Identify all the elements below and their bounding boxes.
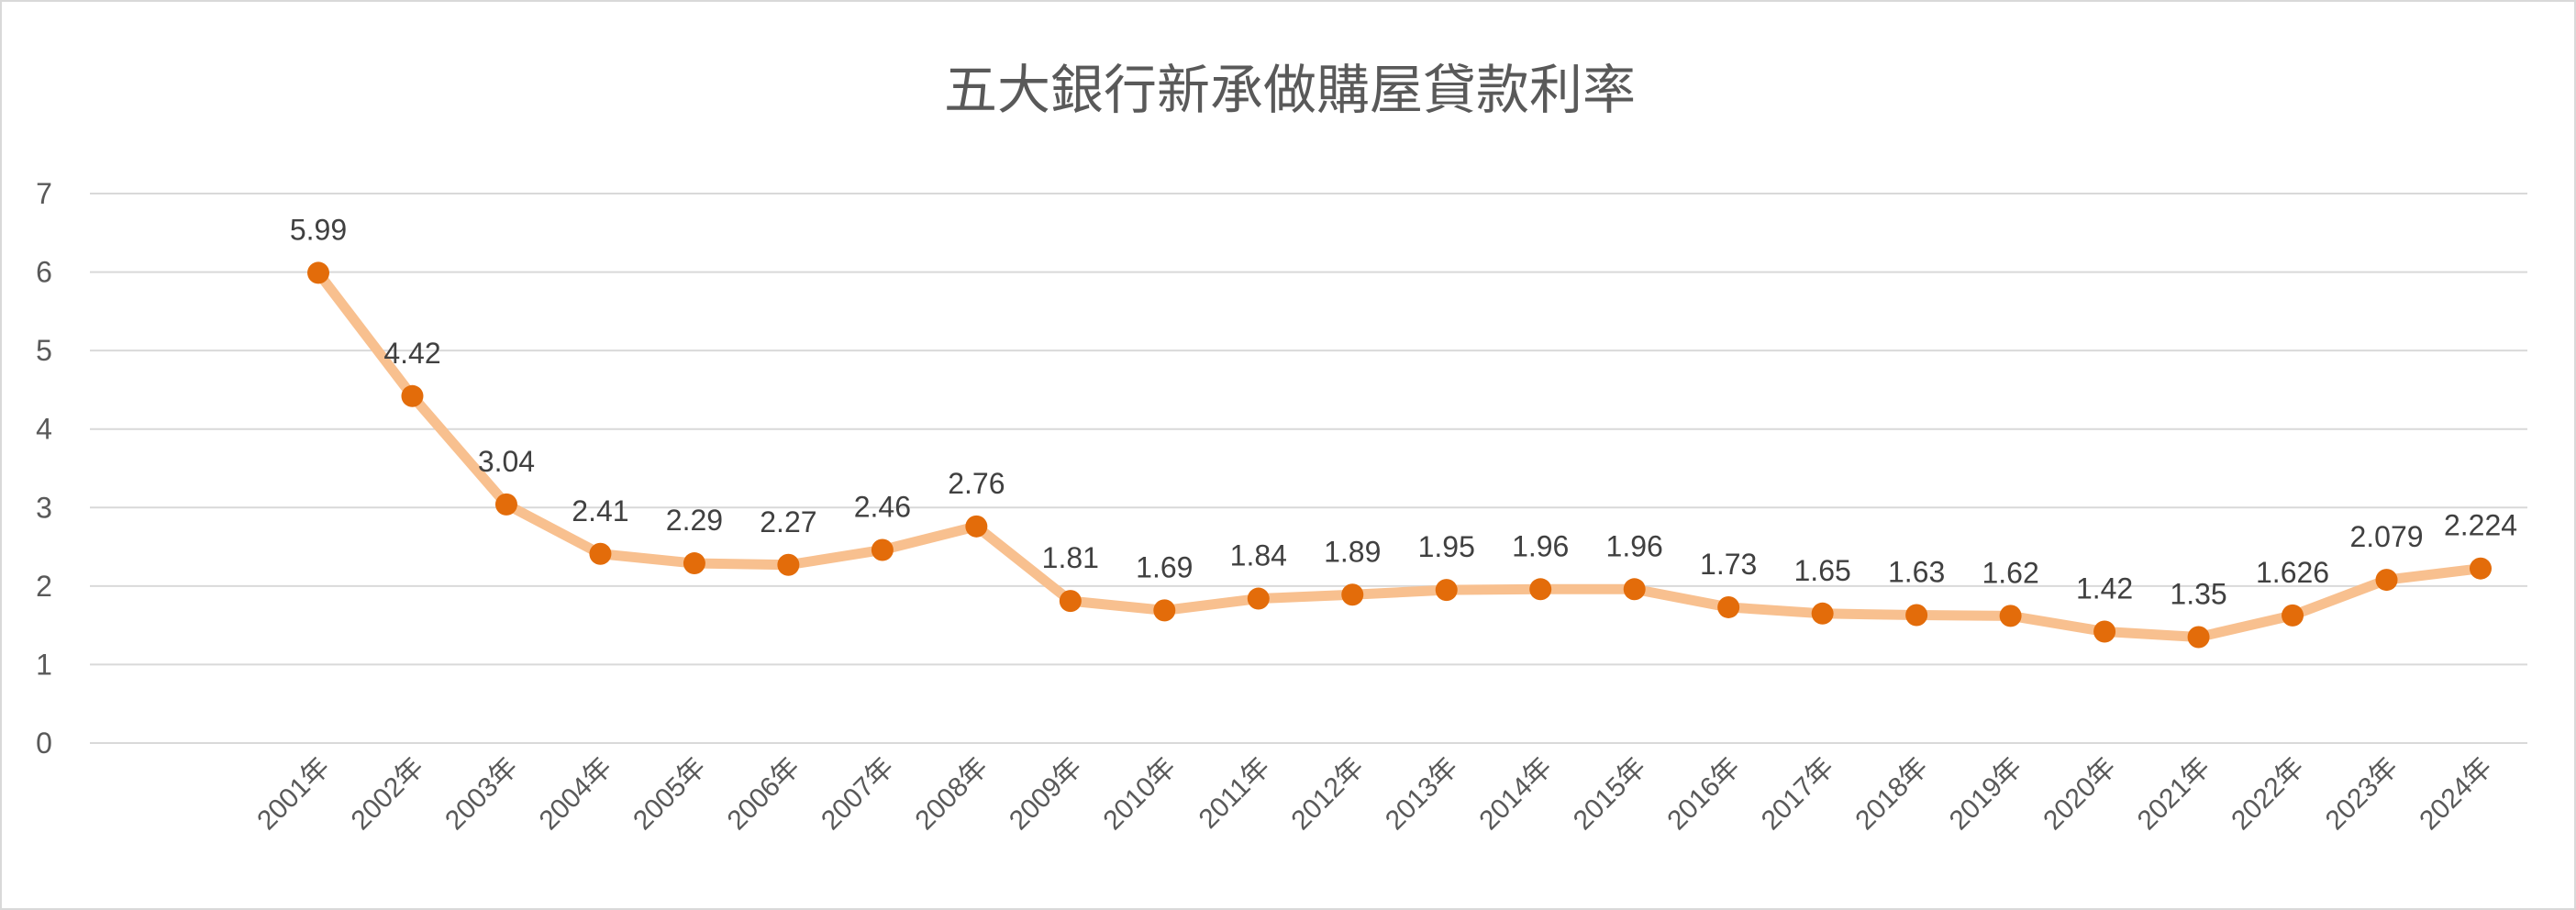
x-tick-label: 2005年 xyxy=(627,752,712,837)
x-tick-label: 2017年 xyxy=(1756,752,1840,837)
data-label: 1.84 xyxy=(1230,539,1287,572)
data-point xyxy=(1529,578,1552,601)
y-axis-ticks: 0 1 2 3 4 5 6 7 xyxy=(36,177,52,760)
data-point xyxy=(307,261,329,284)
x-tick-label: 2010年 xyxy=(1098,752,1183,837)
x-tick-label: 2014年 xyxy=(1473,752,1558,837)
data-point xyxy=(2282,604,2304,627)
data-point xyxy=(401,384,424,407)
data-point xyxy=(1247,587,1270,610)
x-tick-label: 2006年 xyxy=(722,752,806,837)
data-label: 2.224 xyxy=(2444,509,2517,542)
y-tick-label: 4 xyxy=(36,413,52,446)
x-axis-ticks: 2001年 2002年 2003年 2004年 2005年 2006年 2007年 2008年… xyxy=(251,752,2498,837)
data-point xyxy=(2093,620,2116,643)
x-tick-label: 2023年 xyxy=(2320,752,2404,837)
data-label: 1.73 xyxy=(1700,548,1757,581)
data-label: 1.69 xyxy=(1136,550,1193,583)
data-point xyxy=(1623,578,1646,601)
x-tick-label: 2015年 xyxy=(1568,752,1652,837)
data-label: 5.99 xyxy=(290,213,347,246)
x-tick-label: 2001年 xyxy=(251,752,336,837)
x-tick-label: 2011年 xyxy=(1194,752,1276,835)
x-tick-label: 2012年 xyxy=(1285,752,1370,837)
data-point xyxy=(1717,595,1740,618)
y-tick-label: 3 xyxy=(36,491,52,524)
data-point xyxy=(683,552,705,575)
data-label: 1.89 xyxy=(1324,535,1381,568)
data-label: 1.96 xyxy=(1512,529,1569,562)
data-point xyxy=(1059,590,1082,613)
data-point xyxy=(965,515,988,538)
data-label: 1.35 xyxy=(2170,577,2226,610)
data-label: 2.76 xyxy=(948,467,1005,500)
y-tick-label: 2 xyxy=(36,570,52,603)
x-tick-label: 2018年 xyxy=(1849,752,1934,837)
x-tick-label: 2020年 xyxy=(2037,752,2122,837)
data-point xyxy=(2470,557,2492,580)
data-point xyxy=(1435,579,1458,602)
data-point xyxy=(494,493,517,516)
x-tick-label: 2021年 xyxy=(2132,752,2216,837)
data-label: 2.27 xyxy=(760,505,816,538)
x-tick-label: 2003年 xyxy=(439,752,524,837)
gridlines xyxy=(90,193,2527,744)
data-point xyxy=(1905,604,1928,627)
series-line xyxy=(313,267,2486,642)
data-point xyxy=(1999,605,2022,627)
data-label: 2.46 xyxy=(854,490,911,523)
data-label: 2.29 xyxy=(666,504,723,537)
data-label: 2.079 xyxy=(2349,520,2423,553)
y-tick-label: 0 xyxy=(36,727,52,760)
series-line-path xyxy=(313,267,2486,642)
data-point xyxy=(2375,569,2398,592)
data-label: 1.62 xyxy=(1982,556,2038,589)
data-label: 1.81 xyxy=(1042,541,1099,574)
data-label: 3.04 xyxy=(478,445,535,478)
x-tick-label: 2022年 xyxy=(2226,752,2310,837)
x-tick-label: 2007年 xyxy=(816,752,900,837)
data-point xyxy=(2187,626,2210,649)
data-point xyxy=(589,542,612,565)
data-label: 2.41 xyxy=(572,494,628,527)
x-tick-label: 2009年 xyxy=(1004,752,1088,837)
y-tick-label: 5 xyxy=(36,334,52,367)
x-tick-label: 2008年 xyxy=(910,752,994,837)
data-label: 1.95 xyxy=(1418,530,1475,563)
x-tick-label: 2016年 xyxy=(1661,752,1746,837)
data-label: 1.96 xyxy=(1606,529,1663,562)
data-labels: 5.99 4.42 3.04 2.41 2.29 2.27 2.46 2.76 1.81 1.69… xyxy=(290,213,2517,610)
x-tick-label: 2002年 xyxy=(346,752,430,837)
data-point xyxy=(777,553,800,576)
x-tick-label: 2024年 xyxy=(2414,752,2498,837)
data-label: 1.42 xyxy=(2076,572,2133,605)
data-point xyxy=(1153,599,1176,622)
chart-title: 五大銀行新承做購屋貸款利率 xyxy=(944,59,1636,121)
data-label: 4.42 xyxy=(383,337,440,370)
x-tick-label: 2019年 xyxy=(1944,752,2028,837)
y-tick-label: 6 xyxy=(36,256,52,289)
y-tick-label: 1 xyxy=(36,648,52,681)
x-tick-label: 2013年 xyxy=(1380,752,1464,837)
data-markers xyxy=(307,261,2492,649)
data-point xyxy=(1341,583,1364,606)
data-label: 1.63 xyxy=(1888,556,1945,589)
data-label: 1.65 xyxy=(1794,554,1851,587)
y-tick-label: 7 xyxy=(36,177,52,210)
data-point xyxy=(1811,602,1834,625)
data-point xyxy=(871,538,894,561)
data-label: 1.626 xyxy=(2256,556,2329,589)
x-tick-label: 2004年 xyxy=(534,752,618,837)
